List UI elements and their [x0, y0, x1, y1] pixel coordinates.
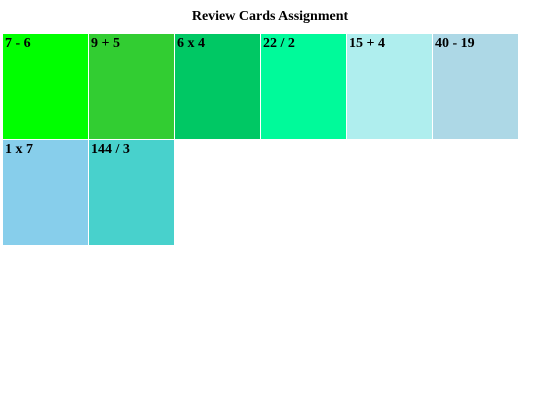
card-label: 15 + 4	[349, 36, 385, 51]
review-card[interactable]: 22 / 2	[261, 34, 346, 139]
card-label: 22 / 2	[263, 36, 295, 51]
card-label: 9 + 5	[91, 36, 120, 51]
review-card[interactable]: 6 x 4	[175, 34, 260, 139]
review-card[interactable]: 9 + 5	[89, 34, 174, 139]
review-card[interactable]: 1 x 7	[3, 140, 88, 245]
card-label: 1 x 7	[5, 142, 33, 157]
card-label: 7 - 6	[5, 36, 31, 51]
card-label: 6 x 4	[177, 36, 205, 51]
review-card[interactable]: 7 - 6	[3, 34, 88, 139]
card-label: 40 - 19	[435, 36, 475, 51]
card-label: 144 / 3	[91, 142, 130, 157]
card-grid: 7 - 6 9 + 5 6 x 4 22 / 2 15 + 4 40 - 19 …	[3, 34, 521, 245]
review-card[interactable]: 144 / 3	[89, 140, 174, 245]
page-title: Review Cards Assignment	[191, 9, 349, 24]
review-card[interactable]: 15 + 4	[347, 34, 432, 139]
review-card[interactable]: 40 - 19	[433, 34, 518, 139]
